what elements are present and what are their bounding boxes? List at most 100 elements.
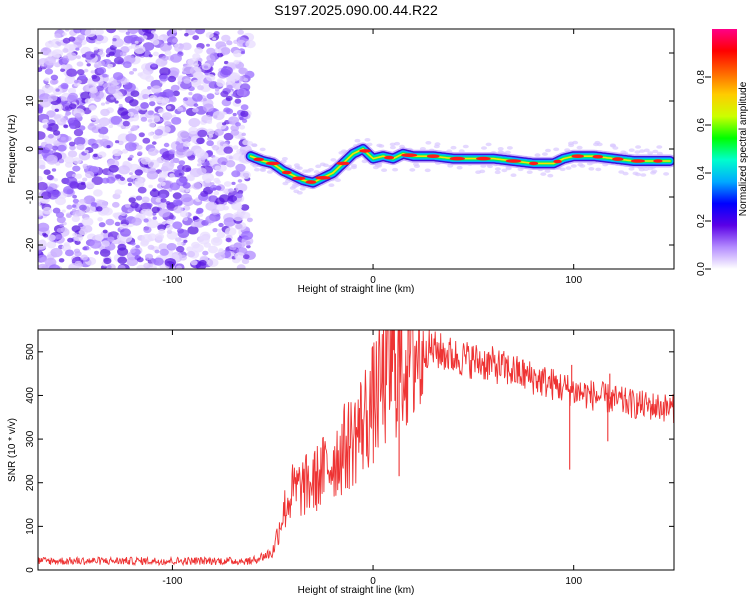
- noise-speckle: [164, 121, 172, 127]
- noise-speckle: [177, 51, 183, 55]
- noise-speckle: [165, 201, 171, 205]
- noise-speckle: [231, 181, 236, 185]
- noise-speckle: [128, 117, 134, 122]
- ridge-halo: [296, 191, 303, 195]
- ridge-halo: [568, 143, 575, 148]
- noise-speckle: [143, 262, 151, 269]
- noise-speckle: [206, 43, 210, 47]
- noise-speckle: [127, 111, 134, 117]
- ridge-hot-spot: [359, 149, 371, 153]
- ridge-halo: [494, 167, 501, 171]
- noise-speckle: [43, 233, 49, 238]
- noise-speckle: [232, 49, 243, 58]
- noise-speckle: [178, 160, 186, 166]
- noise-speckle: [60, 82, 69, 89]
- noise-speckle: [158, 228, 166, 235]
- noise-speckle: [243, 77, 249, 82]
- noise-speckle: [66, 94, 77, 103]
- noise-speckle: [51, 49, 64, 58]
- noise-speckle: [218, 222, 224, 228]
- ridge-halo: [302, 169, 309, 173]
- noise-speckle: [236, 264, 246, 269]
- noise-speckle: [58, 158, 65, 164]
- snr-x-tick-label: 0: [370, 576, 376, 587]
- noise-speckle: [90, 53, 96, 58]
- noise-speckle: [140, 116, 148, 122]
- noise-speckle: [117, 107, 128, 116]
- noise-speckle: [46, 241, 57, 249]
- noise-speckle: [237, 179, 243, 183]
- noise-speckle: [192, 107, 199, 113]
- noise-speckle: [145, 158, 151, 162]
- noise-speckle: [220, 47, 231, 55]
- ridge-hot-spot: [336, 161, 350, 166]
- noise-speckle: [94, 250, 99, 255]
- noise-speckle: [51, 168, 57, 172]
- noise-speckle: [148, 132, 154, 137]
- colorbar-ticks: 0.0 0.2 0.4 0.6 0.8: [696, 70, 711, 276]
- noise-speckle: [160, 181, 166, 186]
- noise-speckle: [228, 72, 241, 82]
- noise-speckle: [160, 198, 167, 203]
- noise-speckle: [240, 51, 245, 55]
- noise-speckle: [118, 264, 126, 269]
- noise-speckle: [131, 125, 138, 131]
- noise-speckle: [82, 165, 87, 169]
- noise-speckle: [177, 106, 184, 112]
- noise-speckle: [85, 171, 95, 179]
- noise-speckle: [194, 47, 203, 54]
- noise-speckle: [195, 29, 206, 35]
- colorbar-label: Normalized spectral amplitude: [738, 81, 749, 216]
- ridge-hot-spot: [449, 156, 466, 161]
- noise-speckle: [136, 257, 144, 263]
- noise-speckle: [232, 145, 239, 150]
- noise-speckle: [65, 29, 70, 32]
- noise-speckle: [41, 191, 52, 200]
- ridge-hot-spot: [315, 176, 331, 180]
- noise-speckle: [220, 90, 229, 98]
- noise-speckle: [199, 259, 207, 266]
- noise-speckle: [220, 66, 233, 76]
- noise-speckle: [221, 34, 231, 42]
- noise-speckle: [138, 132, 145, 138]
- noise-speckle: [130, 202, 139, 209]
- noise-speckle: [147, 244, 155, 250]
- noise-speckle: [141, 196, 150, 203]
- ridge-halo: [485, 142, 492, 147]
- noise-speckle: [107, 63, 113, 68]
- noise-speckle: [210, 182, 215, 186]
- noise-speckle: [66, 213, 72, 218]
- noise-speckle: [112, 38, 117, 42]
- noise-speckle: [182, 64, 195, 75]
- ridge-halo: [510, 173, 517, 177]
- noise-speckle: [232, 112, 237, 117]
- noise-speckle: [151, 206, 160, 214]
- ridge-halo: [458, 149, 465, 153]
- noise-speckle: [136, 145, 143, 150]
- noise-speckle: [44, 56, 56, 66]
- noise-speckle: [243, 254, 250, 260]
- noise-speckle: [42, 124, 49, 129]
- noise-speckle: [196, 208, 204, 214]
- noise-speckle: [98, 82, 103, 86]
- noise-speckle: [114, 157, 119, 161]
- ridge-hot-spot: [401, 153, 418, 157]
- noise-speckle: [158, 243, 169, 251]
- noise-speckle: [129, 248, 136, 254]
- noise-speckle: [44, 143, 54, 150]
- noise-speckle: [98, 117, 111, 127]
- noise-speckle: [183, 205, 191, 211]
- noise-speckle: [92, 75, 101, 82]
- noise-speckle: [71, 225, 81, 233]
- spectrogram-y-tick-label: 10: [25, 95, 36, 107]
- noise-speckle: [217, 157, 228, 166]
- noise-speckle: [82, 225, 93, 233]
- noise-speckle: [128, 197, 136, 203]
- noise-speckle: [57, 144, 67, 152]
- noise-speckle: [169, 173, 176, 178]
- ridge-halo: [622, 171, 629, 176]
- noise-speckle: [178, 172, 183, 176]
- noise-speckle: [58, 258, 65, 263]
- ridge-hot-spot: [553, 159, 562, 164]
- ridge-halo: [481, 146, 487, 150]
